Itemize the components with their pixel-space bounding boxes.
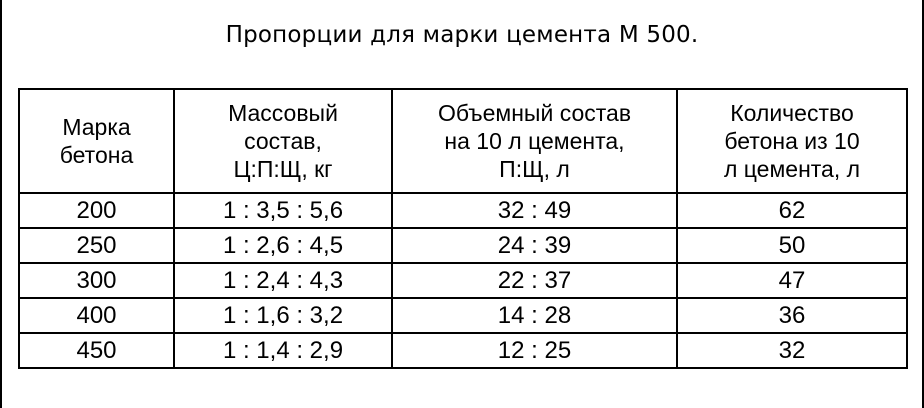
header-concrete-yield: Количество бетона из 10 л цемента, л [676,88,908,194]
table-row: 400 1 : 1,6 : 3,2 14 : 28 36 [18,297,908,334]
cell-yield: 36 [676,297,908,334]
header-line: Количество [730,100,854,126]
header-line: бетона из 10 [724,128,860,154]
table-row: 300 1 : 2,4 : 4,3 22 : 37 47 [18,262,908,299]
table-row: 450 1 : 1,4 : 2,9 12 : 25 32 [18,332,908,369]
table-header-row: Марка бетона Массовый состав, Ц:П:Щ, кг … [18,88,908,194]
table-row: 200 1 : 3,5 : 5,6 32 : 49 62 [18,192,908,229]
header-line: Объемный состав [437,100,632,126]
header-line: л цемента, л [723,156,861,182]
cell-yield: 47 [676,262,908,299]
cell-volume: 22 : 37 [391,262,678,299]
cell-grade: 200 [18,192,175,229]
cell-volume: 32 : 49 [391,192,678,229]
header-line: на 10 л цемента, [444,128,625,154]
header-line: состав, [244,128,322,154]
header-line: П:Щ, л [499,156,570,182]
cell-mass: 1 : 1,6 : 3,2 [173,297,393,334]
page-title: Пропорции для марки цемента М 500. [225,22,699,48]
cell-mass: 1 : 2,6 : 4,5 [173,227,393,264]
cell-volume: 12 : 25 [391,332,678,369]
cell-mass: 1 : 1,4 : 2,9 [173,332,393,369]
table-row: 250 1 : 2,6 : 4,5 24 : 39 50 [18,227,908,264]
cell-yield: 50 [676,227,908,264]
header-line: Массовый [228,100,338,126]
header-concrete-grade: Марка бетона [18,88,175,194]
cell-mass: 1 : 3,5 : 5,6 [173,192,393,229]
cement-proportions-table: Марка бетона Массовый состав, Ц:П:Щ, кг … [18,88,908,369]
cell-grade: 400 [18,297,175,334]
cell-grade: 250 [18,227,175,264]
header-line: Ц:П:Щ, кг [233,156,333,182]
cell-grade: 450 [18,332,175,369]
cell-mass: 1 : 2,4 : 4,3 [173,262,393,299]
cell-volume: 24 : 39 [391,227,678,264]
cell-yield: 32 [676,332,908,369]
header-volume-composition: Объемный состав на 10 л цемента, П:Щ, л [391,88,678,194]
cell-yield: 62 [676,192,908,229]
cell-volume: 14 : 28 [391,297,678,334]
cell-grade: 300 [18,262,175,299]
header-mass-composition: Массовый состав, Ц:П:Щ, кг [173,88,393,194]
header-line: Марка [62,114,131,140]
header-line: бетона [59,142,134,168]
